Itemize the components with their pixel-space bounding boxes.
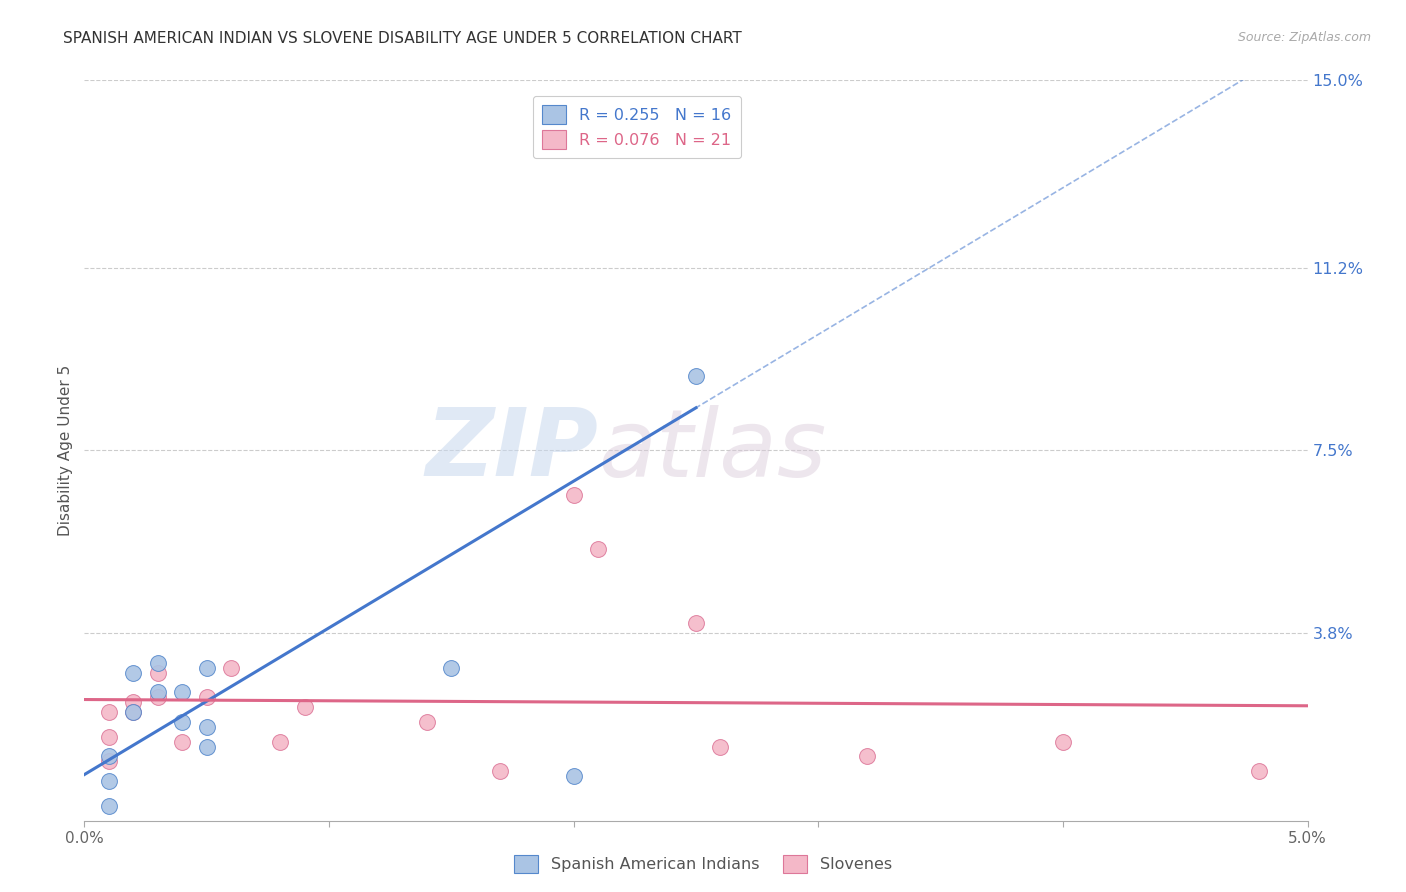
Point bbox=[172, 714, 194, 729]
Point bbox=[195, 720, 218, 734]
Point bbox=[122, 665, 145, 680]
Point bbox=[122, 705, 145, 719]
Point bbox=[440, 660, 463, 674]
Point bbox=[122, 705, 145, 719]
Point bbox=[146, 685, 169, 699]
Point bbox=[195, 660, 218, 674]
Point bbox=[97, 798, 120, 813]
Text: SPANISH AMERICAN INDIAN VS SLOVENE DISABILITY AGE UNDER 5 CORRELATION CHART: SPANISH AMERICAN INDIAN VS SLOVENE DISAB… bbox=[63, 31, 742, 46]
Legend: R = 0.255   N = 16, R = 0.076   N = 21: R = 0.255 N = 16, R = 0.076 N = 21 bbox=[533, 95, 741, 158]
Point bbox=[195, 690, 218, 705]
Point bbox=[97, 755, 120, 769]
Point bbox=[1052, 734, 1074, 748]
Point bbox=[489, 764, 512, 779]
Point bbox=[97, 749, 120, 764]
Point bbox=[146, 656, 169, 670]
Point bbox=[122, 695, 145, 709]
Text: Source: ZipAtlas.com: Source: ZipAtlas.com bbox=[1237, 31, 1371, 45]
Point bbox=[586, 542, 609, 557]
Text: atlas: atlas bbox=[598, 405, 827, 496]
Point bbox=[685, 616, 707, 631]
Text: ZIP: ZIP bbox=[425, 404, 598, 497]
Point bbox=[709, 137, 731, 152]
Point bbox=[172, 734, 194, 748]
Point bbox=[97, 705, 120, 719]
Point bbox=[1247, 764, 1270, 779]
Point bbox=[269, 734, 291, 748]
Point bbox=[172, 685, 194, 699]
Point bbox=[146, 690, 169, 705]
Point bbox=[294, 700, 316, 714]
Point bbox=[709, 739, 731, 754]
Point bbox=[685, 369, 707, 384]
Point bbox=[219, 660, 242, 674]
Point bbox=[562, 769, 585, 783]
Point bbox=[416, 714, 439, 729]
Point bbox=[97, 730, 120, 744]
Point bbox=[856, 749, 879, 764]
Point bbox=[146, 665, 169, 680]
Point bbox=[562, 488, 585, 502]
Legend: Spanish American Indians, Slovenes: Spanish American Indians, Slovenes bbox=[508, 848, 898, 880]
Point bbox=[97, 774, 120, 789]
Point bbox=[195, 739, 218, 754]
Y-axis label: Disability Age Under 5: Disability Age Under 5 bbox=[58, 365, 73, 536]
